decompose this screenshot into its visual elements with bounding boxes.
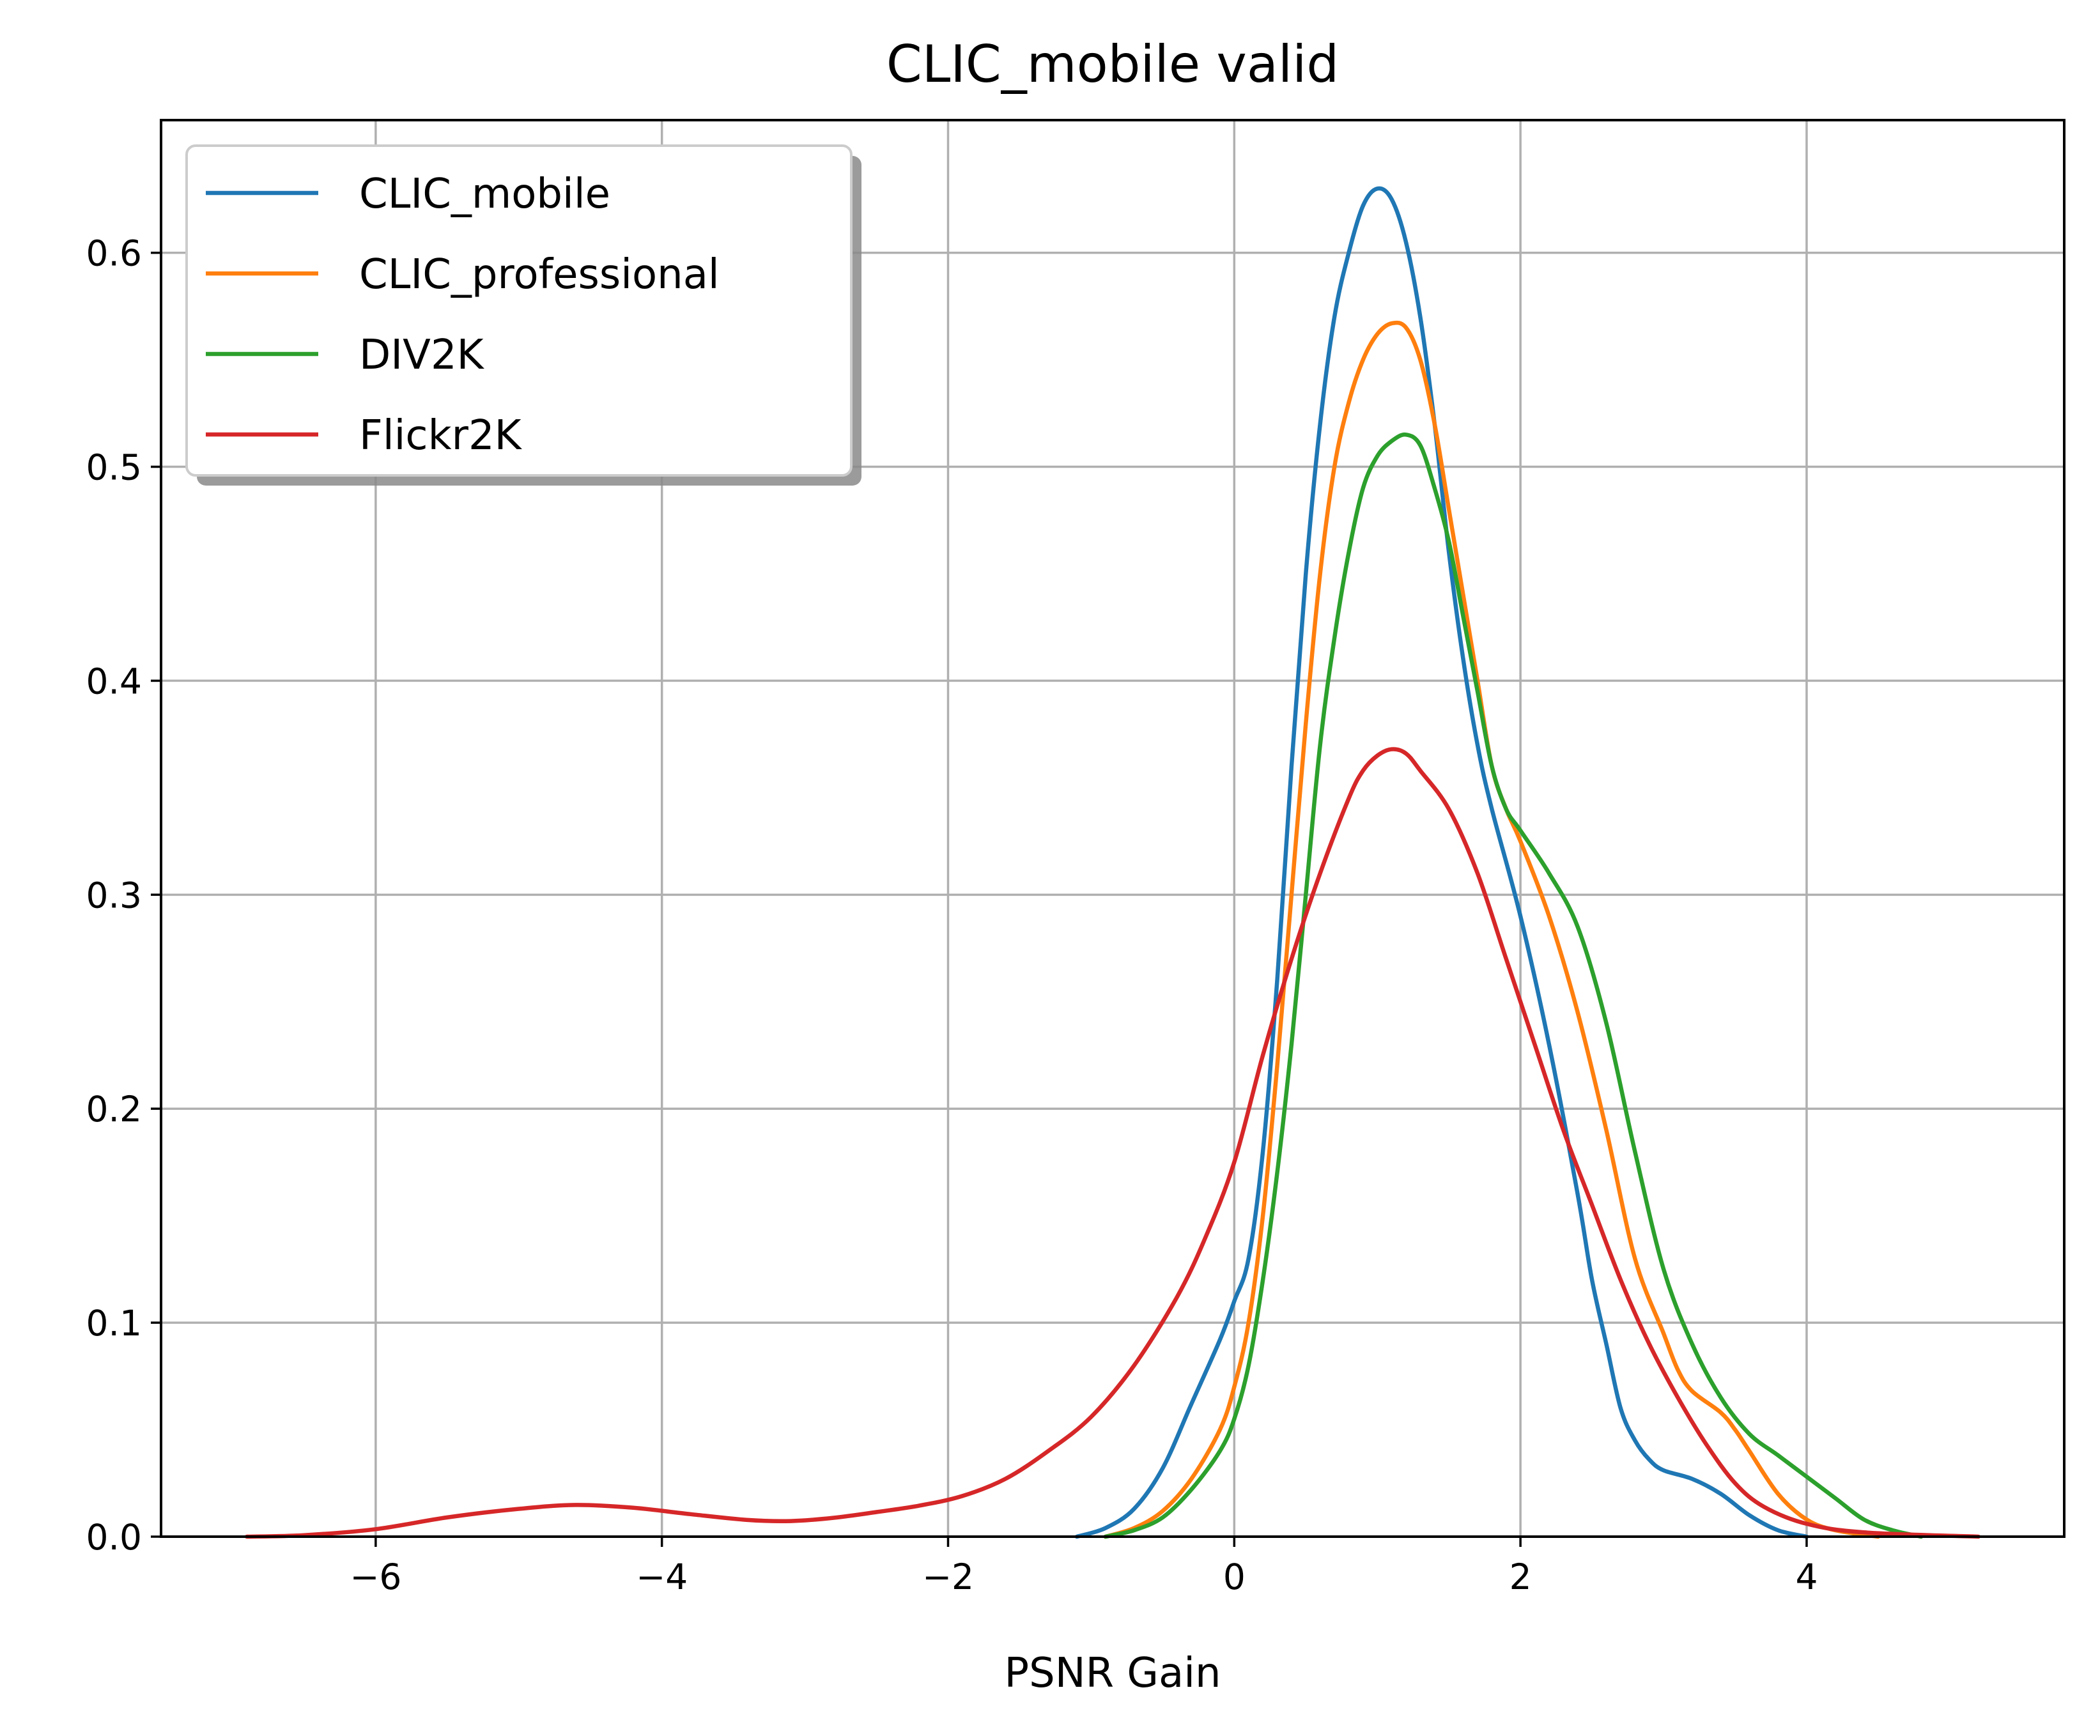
- x-tick-label: −2: [922, 1556, 974, 1597]
- ticks: −6 −4 −2 0 2 4 0.0 0.1 0.2 0.3 0.4 0.5 0.6: [86, 233, 1818, 1597]
- series-line-div2k: [1103, 432, 1924, 1539]
- y-tick-label: 0.0: [86, 1517, 142, 1558]
- chart-title: CLIC_mobile valid: [886, 35, 1339, 94]
- y-tick-label: 0.1: [86, 1303, 142, 1344]
- y-tick-label: 0.4: [86, 661, 142, 702]
- plot-area: [245, 186, 1980, 1539]
- x-tick-label: 2: [1509, 1556, 1532, 1597]
- series-line-clic-mobile: [1074, 186, 1809, 1539]
- legend: CLIC_mobile CLIC_professional DIV2K Flickr2…: [185, 144, 861, 486]
- legend-box: [185, 144, 853, 477]
- x-tick-label: 0: [1223, 1556, 1246, 1597]
- x-axis-label: PSNR Gain: [1004, 1650, 1221, 1697]
- x-tick-label: 4: [1795, 1556, 1818, 1597]
- x-tick-label: −6: [350, 1556, 401, 1597]
- y-tick-label: 0.2: [86, 1089, 142, 1130]
- legend-label-clic-professional: CLIC_professional: [359, 251, 720, 298]
- axes-frame: [160, 119, 2065, 1538]
- y-tick-label: 0.3: [86, 875, 142, 916]
- legend-label-div2k: DIV2K: [359, 332, 485, 379]
- y-tick-label: 0.5: [86, 447, 142, 488]
- legend-label-clic-mobile: CLIC_mobile: [359, 171, 610, 218]
- grid: [161, 120, 2064, 1538]
- series-line-clic-professional: [1103, 320, 1881, 1539]
- legend-label-flickr2k: Flickr2K: [359, 412, 523, 459]
- x-tick-label: −4: [636, 1556, 688, 1597]
- y-tick-label: 0.6: [86, 233, 142, 274]
- series-line-flickr2k: [245, 747, 1980, 1539]
